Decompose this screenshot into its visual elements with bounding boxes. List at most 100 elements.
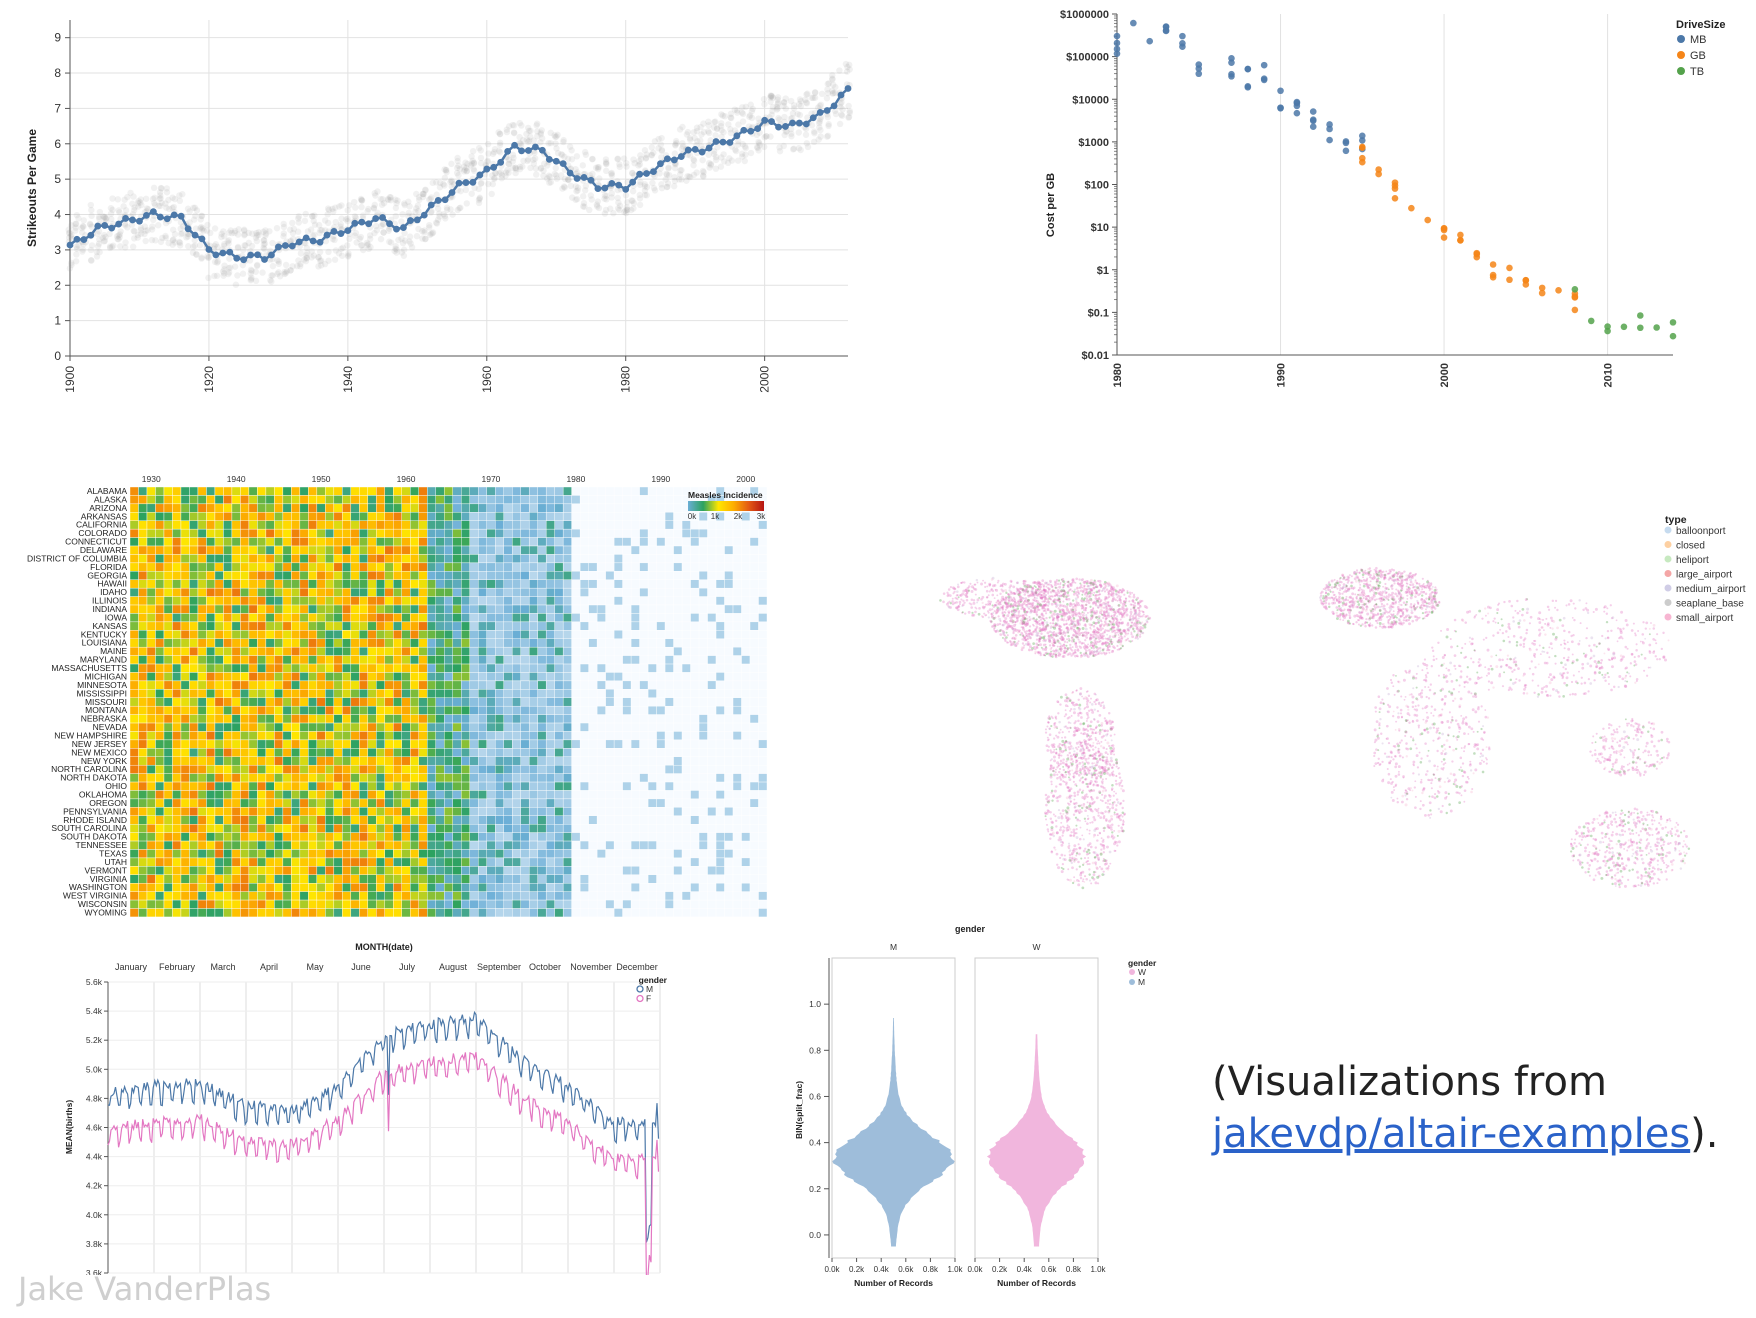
- heat-cell: [724, 672, 734, 682]
- heat-cell: [393, 790, 402, 800]
- heat-cell: [274, 689, 284, 698]
- heat-cell: [724, 537, 734, 547]
- heat-cell: [393, 503, 402, 513]
- drive-point-tb: [1669, 319, 1677, 326]
- heat-cell: [605, 764, 615, 774]
- heat-cell: [410, 587, 419, 597]
- heat-cell: [444, 562, 453, 572]
- team-point: [697, 123, 704, 131]
- heat-cell: [410, 672, 419, 682]
- team-point: [712, 132, 719, 139]
- team-point: [392, 245, 399, 252]
- mean-point: [420, 211, 428, 219]
- drive-point-gb: [1473, 249, 1481, 257]
- team-point: [564, 155, 572, 163]
- mean-point: [122, 215, 129, 222]
- team-point: [357, 233, 365, 241]
- heat-cell: [265, 689, 275, 698]
- heat-cell: [180, 613, 190, 623]
- heat-cell: [189, 630, 199, 639]
- team-point: [131, 204, 138, 211]
- team-point: [607, 205, 614, 212]
- team-point: [401, 201, 408, 209]
- heat-cell: [333, 807, 343, 816]
- heat-cell: [291, 537, 301, 547]
- heat-cell: [316, 790, 326, 800]
- drive-point-mb: [1309, 116, 1317, 123]
- heat-cell: [478, 520, 487, 530]
- heat-cell: [452, 537, 462, 547]
- heat-cell: [622, 672, 632, 682]
- heat-cell: [461, 554, 470, 564]
- heat-cell: [291, 486, 301, 496]
- heat-cell: [758, 571, 768, 580]
- heat-cell: [299, 697, 309, 707]
- heat-cell: [639, 705, 649, 715]
- heat-cell: [512, 815, 521, 825]
- heat-cell: [265, 663, 275, 673]
- heat-cell: [495, 587, 504, 597]
- team-point: [363, 239, 371, 247]
- heat-cell: [240, 638, 250, 648]
- heat-cell: [554, 756, 564, 766]
- team-point: [552, 133, 559, 141]
- heat-cell: [673, 495, 683, 505]
- heat-cell: [588, 562, 598, 572]
- heat-cell: [257, 815, 267, 825]
- heat-cell: [630, 646, 640, 656]
- heat-cell: [758, 824, 768, 833]
- team-point: [413, 205, 420, 212]
- team-point: [273, 224, 281, 232]
- heat-cell: [316, 714, 326, 724]
- team-point: [608, 190, 616, 197]
- team-point: [142, 195, 150, 202]
- heat-cell: [265, 790, 275, 800]
- state-label: NEW JERSEY: [72, 739, 128, 749]
- team-point: [315, 221, 323, 229]
- heat-cell: [579, 748, 589, 757]
- team-point: [734, 107, 741, 114]
- heat-cell: [673, 689, 683, 698]
- team-point: [587, 192, 595, 199]
- team-point: [614, 155, 622, 162]
- heat-cell: [647, 503, 657, 513]
- heat-cell: [257, 756, 267, 766]
- heat-cell: [469, 739, 479, 749]
- heat-cell: [605, 537, 615, 547]
- heat-cell: [639, 840, 649, 850]
- team-point: [767, 98, 774, 105]
- heat-cell: [681, 689, 691, 698]
- heat-cell: [342, 824, 352, 833]
- heat-cell: [486, 646, 496, 656]
- heat-cell: [359, 621, 369, 631]
- team-point: [248, 274, 255, 281]
- team-point: [121, 220, 129, 227]
- state-label: CONNECTICUT: [65, 537, 127, 547]
- heat-cell: [588, 722, 598, 732]
- heat-cell: [512, 537, 521, 547]
- team-point: [512, 169, 519, 177]
- heat-cell: [512, 798, 521, 808]
- team-point: [579, 162, 587, 169]
- heat-cell: [758, 773, 768, 783]
- drive-point-mb: [1179, 39, 1186, 47]
- team-point: [525, 137, 533, 144]
- heat-cell: [562, 714, 572, 724]
- heat-cell: [350, 756, 360, 766]
- heat-cell: [367, 604, 377, 614]
- heat-cell: [155, 630, 165, 639]
- heat-cell: [291, 697, 301, 707]
- team-point: [344, 217, 351, 225]
- team-point: [636, 161, 644, 168]
- heat-cell: [325, 756, 335, 766]
- heat-cell: [359, 840, 369, 850]
- team-point: [406, 238, 413, 245]
- heat-cell: [291, 520, 301, 530]
- team-point: [663, 183, 671, 191]
- heat-cell: [528, 697, 538, 707]
- team-point: [325, 248, 332, 256]
- heat-cell: [520, 613, 530, 623]
- heat-cell: [690, 756, 700, 766]
- heat-cell: [291, 840, 301, 850]
- team-point: [364, 241, 372, 248]
